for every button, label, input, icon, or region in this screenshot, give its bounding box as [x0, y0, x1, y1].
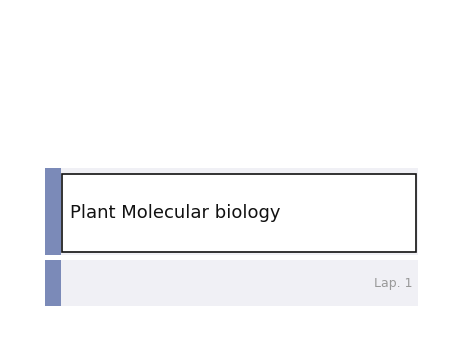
- Text: Lap. 1: Lap. 1: [374, 276, 412, 290]
- Bar: [45, 168, 418, 255]
- Bar: [62, 174, 416, 252]
- Bar: [45, 168, 61, 255]
- Text: Plant Molecular biology: Plant Molecular biology: [70, 204, 280, 222]
- Bar: [45, 260, 418, 306]
- Bar: [45, 260, 61, 306]
